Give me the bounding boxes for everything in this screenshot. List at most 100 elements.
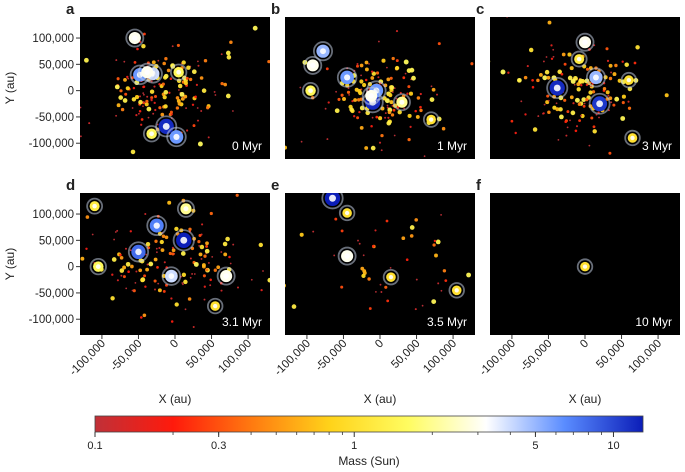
star-point: [146, 106, 152, 112]
star-point: [163, 261, 166, 264]
star-point: [134, 282, 137, 284]
star-point: [80, 106, 82, 109]
star-point: [607, 94, 610, 97]
star-point: [124, 92, 128, 96]
star-point: [532, 127, 538, 132]
star-point: [608, 96, 613, 101]
star-point: [171, 45, 174, 48]
star-point: [171, 252, 175, 256]
star-point: [362, 82, 367, 88]
star-halo: [146, 215, 168, 237]
star-core: [310, 62, 316, 69]
x-tick-label: 50,000: [389, 338, 422, 371]
panel-letter: f: [476, 177, 482, 194]
time-label: 3.1 Myr: [222, 315, 262, 329]
star-point: [327, 101, 330, 104]
star-point: [133, 61, 137, 64]
panel-b: b 1 Myr: [271, 1, 475, 159]
star-point: [124, 247, 128, 250]
star-point: [201, 263, 206, 268]
star-point: [178, 89, 180, 91]
star-point: [235, 193, 239, 197]
star-point: [229, 40, 233, 44]
star-point: [557, 139, 560, 141]
star-point: [157, 282, 160, 285]
star-halo: [142, 125, 161, 143]
star-point: [348, 94, 350, 96]
star-point: [531, 78, 534, 82]
star-point: [143, 93, 145, 96]
star-point: [157, 59, 160, 62]
star-core: [582, 39, 588, 45]
star-point: [385, 219, 389, 223]
star-point: [156, 251, 158, 254]
star-point: [664, 93, 669, 98]
star-halo: [321, 193, 344, 210]
star-point: [538, 72, 543, 77]
star-point: [84, 57, 89, 63]
star-point: [203, 285, 206, 288]
points-d: [80, 193, 270, 346]
star-point: [386, 104, 389, 107]
star-point: [580, 79, 585, 84]
star-point: [407, 137, 411, 142]
star-point: [547, 99, 550, 102]
star-point: [179, 91, 185, 97]
star-point: [199, 244, 205, 250]
star-core: [183, 206, 189, 212]
star-point: [134, 95, 140, 100]
star-point: [466, 272, 472, 278]
star-point: [145, 241, 151, 247]
star-point: [353, 115, 356, 118]
star-point: [356, 64, 359, 68]
star-point: [223, 82, 227, 87]
star-point: [195, 83, 199, 87]
star-point: [572, 102, 575, 105]
star-core: [320, 48, 326, 55]
star-point: [186, 129, 189, 132]
star-point: [162, 289, 166, 293]
star-point: [183, 94, 188, 99]
star-point: [390, 113, 395, 117]
star-point: [621, 94, 626, 99]
y-tick-label: 50,000: [39, 59, 74, 71]
star-point: [138, 112, 140, 115]
star-point: [138, 268, 143, 273]
star-core: [344, 210, 350, 216]
time-label: 0 Myr: [232, 139, 262, 153]
star-halo: [624, 129, 641, 147]
star-halo: [620, 71, 638, 89]
star-point: [150, 98, 153, 101]
star-point: [560, 72, 564, 76]
star-point: [213, 90, 216, 93]
star-point: [550, 57, 554, 61]
panel-background: [80, 193, 270, 335]
star-point: [580, 114, 582, 117]
star-point: [395, 59, 399, 63]
star-point: [161, 234, 166, 239]
star-point: [180, 251, 186, 256]
y-tick-label: 50,000: [39, 235, 74, 247]
points-e: [285, 193, 472, 311]
star-point: [570, 110, 576, 116]
star-point: [191, 272, 194, 275]
star-point: [364, 146, 369, 150]
star-point: [156, 342, 160, 346]
x-tick-label: -100,000: [477, 338, 518, 379]
star-point: [395, 30, 399, 33]
star-point: [285, 283, 286, 288]
x-axis-label: X (au): [364, 392, 397, 406]
star-halo: [338, 204, 356, 222]
star-point: [333, 254, 336, 257]
star-point: [116, 77, 120, 81]
star-point: [142, 92, 145, 94]
star-point: [175, 106, 180, 110]
star-point: [312, 230, 315, 233]
star-point: [610, 71, 613, 74]
star-point: [621, 101, 625, 105]
star-point: [340, 93, 344, 97]
star-point: [184, 308, 187, 311]
star-point: [153, 85, 156, 88]
star-point: [91, 233, 94, 236]
